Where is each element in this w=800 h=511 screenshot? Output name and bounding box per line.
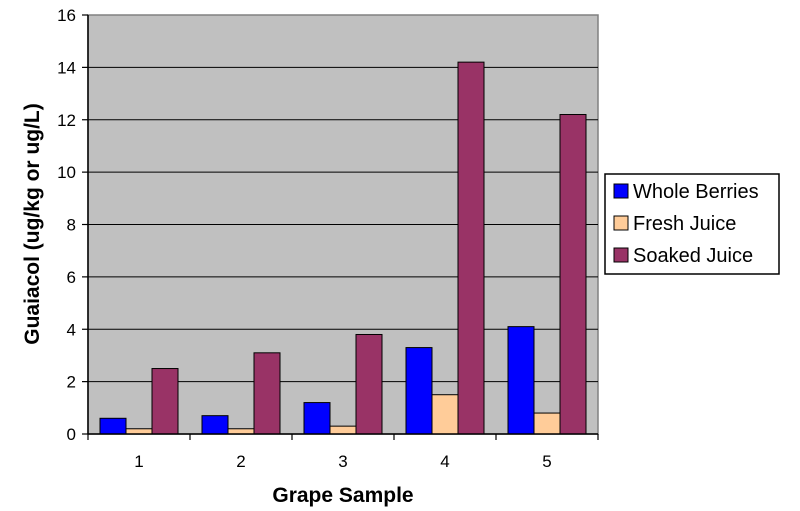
legend-swatch (613, 215, 629, 231)
legend-label: Fresh Juice (633, 213, 736, 235)
y-tick-label: 8 (67, 216, 76, 235)
bar-whole-berries-1 (99, 417, 127, 435)
y-tick-label: 16 (57, 6, 76, 25)
legend: Whole Berries Fresh Juice Soaked Juice (604, 173, 780, 275)
x-tick-labels: 1 2 3 4 5 (134, 452, 551, 471)
x-tick-label: 3 (338, 452, 347, 471)
bar-whole-berries-4 (405, 347, 433, 435)
bar-whole-berries-2 (201, 415, 229, 435)
y-tick-labels: 0 2 4 6 8 10 12 14 16 (57, 6, 76, 444)
legend-label: Soaked Juice (633, 245, 753, 267)
bar-soaked-juice-3 (355, 333, 383, 435)
x-tick-label: 5 (542, 452, 551, 471)
bar-fresh-juice-5 (533, 412, 561, 435)
y-tick-label: 14 (57, 58, 76, 77)
bar-fresh-juice-4 (431, 394, 459, 435)
legend-swatch (613, 247, 629, 263)
x-tick-label: 4 (440, 452, 449, 471)
legend-box (604, 173, 780, 275)
y-tick-label: 4 (67, 320, 76, 339)
bar-fresh-juice-1 (125, 428, 153, 435)
y-tick-label: 10 (57, 163, 76, 182)
y-tick-label: 6 (67, 268, 76, 287)
bar-fresh-juice-2 (227, 428, 255, 435)
bar-soaked-juice-5 (559, 114, 587, 435)
bar-soaked-juice-2 (253, 352, 281, 435)
y-tick-label: 0 (67, 425, 76, 444)
bars (99, 61, 587, 435)
y-tick-label: 2 (67, 373, 76, 392)
bar-soaked-juice-4 (457, 61, 485, 435)
axes (82, 14, 599, 440)
bar-fresh-juice-3 (329, 425, 357, 435)
x-tick-label: 1 (134, 452, 143, 471)
x-tick-label: 2 (236, 452, 245, 471)
bar-whole-berries-3 (303, 402, 331, 435)
y-tick-label: 12 (57, 111, 76, 130)
bar-whole-berries-5 (507, 326, 535, 435)
legend-label: Whole Berries (633, 181, 759, 203)
x-axis-title: Grape Sample (272, 484, 413, 507)
legend-swatch (613, 183, 629, 199)
y-axis-title: Guaiacol (ug/kg or ug/L) (21, 103, 44, 345)
bar-soaked-juice-1 (151, 368, 179, 435)
